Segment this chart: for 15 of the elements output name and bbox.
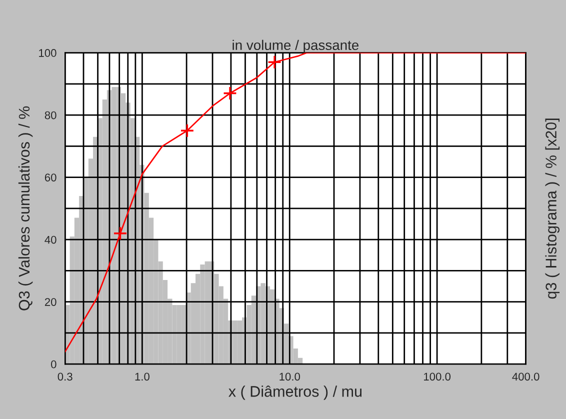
x-tick-label: 1.0 [135, 372, 150, 381]
y-tick-label: 60 [44, 174, 56, 182]
x-tick-label: 400.0 [512, 372, 540, 381]
chart-title: in volume / passante [232, 40, 359, 53]
y-tick-label: 100 [39, 49, 56, 57]
y2-axis-title: q3 ( Histograma ) / % [x20] [545, 118, 560, 299]
x-axis-title: x ( Diâmetros ) / mu [228, 386, 362, 400]
y-tick-label: 20 [44, 298, 56, 306]
y-axis-title: Q3 ( Valores cumulativos ) / % [18, 106, 33, 310]
x-tick-label: 10.0 [280, 372, 300, 381]
x-tick-label: 100.0 [424, 372, 451, 381]
y-tick-label: 0 [51, 360, 56, 368]
x-tick-label: 0.3 [58, 372, 72, 381]
y-tick-label: 40 [44, 236, 56, 244]
y-tick-label: 80 [44, 111, 56, 120]
